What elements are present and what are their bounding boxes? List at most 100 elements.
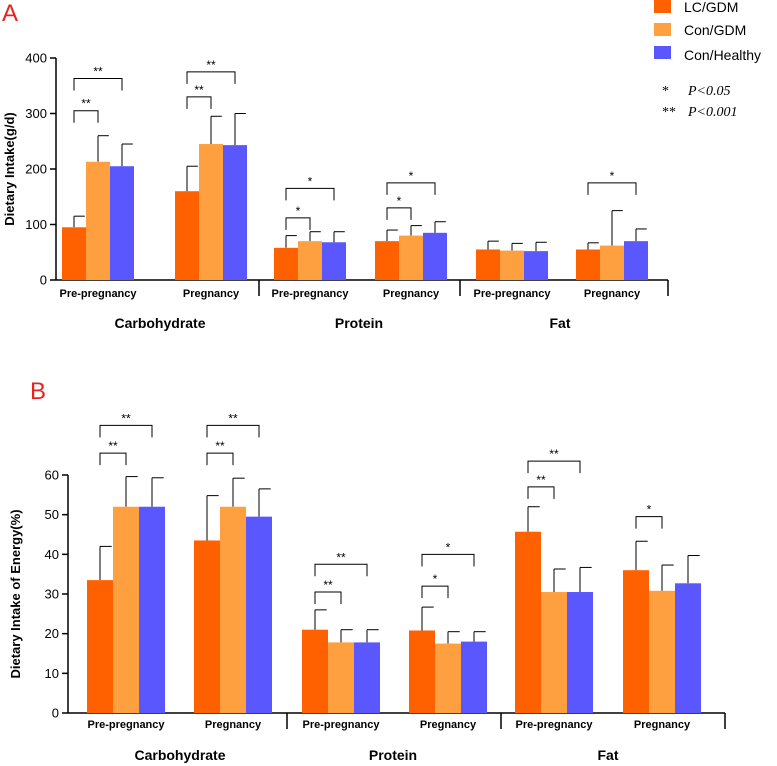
y-tick-label: 60 bbox=[45, 468, 59, 483]
bar-con-healthy bbox=[624, 241, 648, 280]
legend-swatch-con-gdm bbox=[654, 23, 671, 36]
legend: LC/GDM Con/GDM Con/Healthy * P<0.05 ** P… bbox=[654, 0, 761, 120]
bar-lc-gdm bbox=[476, 249, 500, 280]
x-tick-label: Pre-pregnancy bbox=[515, 719, 593, 731]
y-tick-label: 0 bbox=[52, 706, 59, 721]
bar-con-gdm bbox=[86, 161, 110, 280]
bar-con-gdm bbox=[649, 590, 675, 713]
significance-bracket bbox=[285, 187, 335, 201]
significance-label: ** bbox=[336, 550, 346, 564]
bar-lc-gdm bbox=[375, 241, 399, 280]
bar-con-gdm bbox=[199, 144, 223, 280]
legend-label-con-gdm: Con/GDM bbox=[684, 22, 746, 38]
significance-bracket bbox=[421, 585, 449, 599]
significance-bracket bbox=[314, 591, 342, 605]
x-tick-label: Pre-pregnancy bbox=[59, 288, 137, 300]
bar-con-healthy bbox=[223, 145, 247, 280]
legend-label-lc-gdm: LC/GDM bbox=[684, 0, 738, 15]
significance-label: ** bbox=[228, 411, 238, 425]
bar-lc-gdm bbox=[576, 249, 600, 280]
bar-lc-gdm bbox=[302, 629, 328, 713]
y-axis-title: Dietary Intake of Energy(%) bbox=[8, 509, 23, 678]
significance-bracket bbox=[527, 486, 555, 499]
bar-con-healthy bbox=[524, 251, 548, 280]
significance-label: * bbox=[296, 204, 301, 218]
y-axis-title: Dietary Intake(g/d) bbox=[2, 112, 17, 225]
sig-note-stars-1: * bbox=[662, 84, 669, 99]
significance-label: * bbox=[409, 169, 414, 183]
significance-label: * bbox=[433, 572, 438, 586]
panel-letter-a: A bbox=[2, 0, 18, 27]
group-label: Carbohydrate bbox=[114, 315, 205, 331]
chart-panel-a: 0 100 200 300 400 Dietary Intake(g/d) Pre-preg… bbox=[2, 51, 669, 331]
bar-lc-gdm bbox=[515, 531, 541, 713]
y-tick-label: 0 bbox=[40, 273, 47, 288]
x-tick-label: Pre-pregnancy bbox=[87, 719, 165, 731]
bar-con-gdm bbox=[435, 643, 461, 713]
y-tick-label: 200 bbox=[25, 162, 47, 177]
significance-bracket bbox=[386, 207, 412, 220]
significance-label: ** bbox=[323, 578, 333, 592]
bar-lc-gdm bbox=[409, 630, 435, 713]
bar-lc-gdm bbox=[623, 570, 649, 713]
significance-label: * bbox=[647, 503, 652, 517]
bar-con-gdm bbox=[600, 245, 624, 280]
significance-bracket bbox=[206, 424, 260, 438]
significance-bracket bbox=[635, 516, 663, 529]
significance-label: * bbox=[308, 174, 313, 188]
significance-label: ** bbox=[549, 447, 559, 461]
bar-con-healthy bbox=[423, 232, 447, 280]
bar-lc-gdm bbox=[87, 580, 113, 713]
significance-bracket bbox=[206, 452, 234, 466]
bar-lc-gdm bbox=[274, 247, 298, 280]
y-tick-label: 10 bbox=[45, 666, 59, 681]
group-label: Fat bbox=[598, 747, 619, 763]
bar-con-gdm bbox=[500, 250, 524, 280]
y-tick-label: 300 bbox=[25, 106, 47, 121]
chart-panel-b: 0 10 20 30 40 50 60 Dietary Intake of Energy(%)… bbox=[8, 411, 726, 763]
group-label: Protein bbox=[369, 747, 417, 763]
group-label: Carbohydrate bbox=[134, 747, 225, 763]
x-tick-label: Pregnancy bbox=[634, 719, 691, 731]
significance-label: ** bbox=[206, 58, 216, 72]
significance-label: ** bbox=[93, 65, 103, 79]
legend-label-con-healthy: Con/Healthy bbox=[684, 47, 761, 63]
y-tick-label: 50 bbox=[45, 507, 59, 522]
bar-con-gdm bbox=[113, 506, 139, 713]
bar-con-healthy bbox=[675, 583, 701, 713]
significance-bracket bbox=[587, 182, 637, 195]
x-tick-label: Pre-pregnancy bbox=[271, 288, 349, 300]
significance-label: ** bbox=[108, 439, 118, 453]
significance-label: ** bbox=[81, 97, 91, 111]
significance-label: ** bbox=[121, 411, 131, 425]
significance-bracket bbox=[421, 553, 475, 567]
x-tick-label: Pregnancy bbox=[420, 719, 477, 731]
legend-swatch-con-healthy bbox=[654, 46, 671, 59]
significance-bracket bbox=[285, 217, 311, 230]
significance-label: ** bbox=[215, 439, 225, 453]
significance-bracket bbox=[99, 452, 127, 466]
significance-label: ** bbox=[536, 473, 546, 487]
significance-bracket bbox=[186, 96, 212, 109]
bar-con-healthy bbox=[322, 242, 346, 280]
bar-con-healthy bbox=[354, 642, 380, 713]
sig-note-text-2: P<0.001 bbox=[687, 105, 738, 120]
x-tick-label: Pregnancy bbox=[205, 719, 262, 731]
bar-con-healthy bbox=[461, 641, 487, 713]
y-tick-label: 30 bbox=[45, 587, 59, 602]
bar-con-gdm bbox=[220, 506, 246, 713]
sig-note-stars-2: ** bbox=[662, 105, 676, 120]
group-label: Fat bbox=[550, 315, 571, 331]
bar-con-healthy bbox=[139, 506, 165, 713]
y-tick-label: 40 bbox=[45, 547, 59, 562]
significance-label: * bbox=[397, 194, 402, 208]
bar-con-healthy bbox=[110, 166, 134, 280]
legend-swatch-lc-gdm bbox=[654, 0, 671, 13]
significance-label: * bbox=[446, 540, 451, 554]
panel-letter-b: B bbox=[30, 378, 46, 405]
y-tick-label: 400 bbox=[25, 51, 47, 66]
x-tick-label: Pre-pregnancy bbox=[302, 719, 380, 731]
significance-bracket bbox=[314, 563, 368, 577]
y-tick-label: 100 bbox=[25, 217, 47, 232]
